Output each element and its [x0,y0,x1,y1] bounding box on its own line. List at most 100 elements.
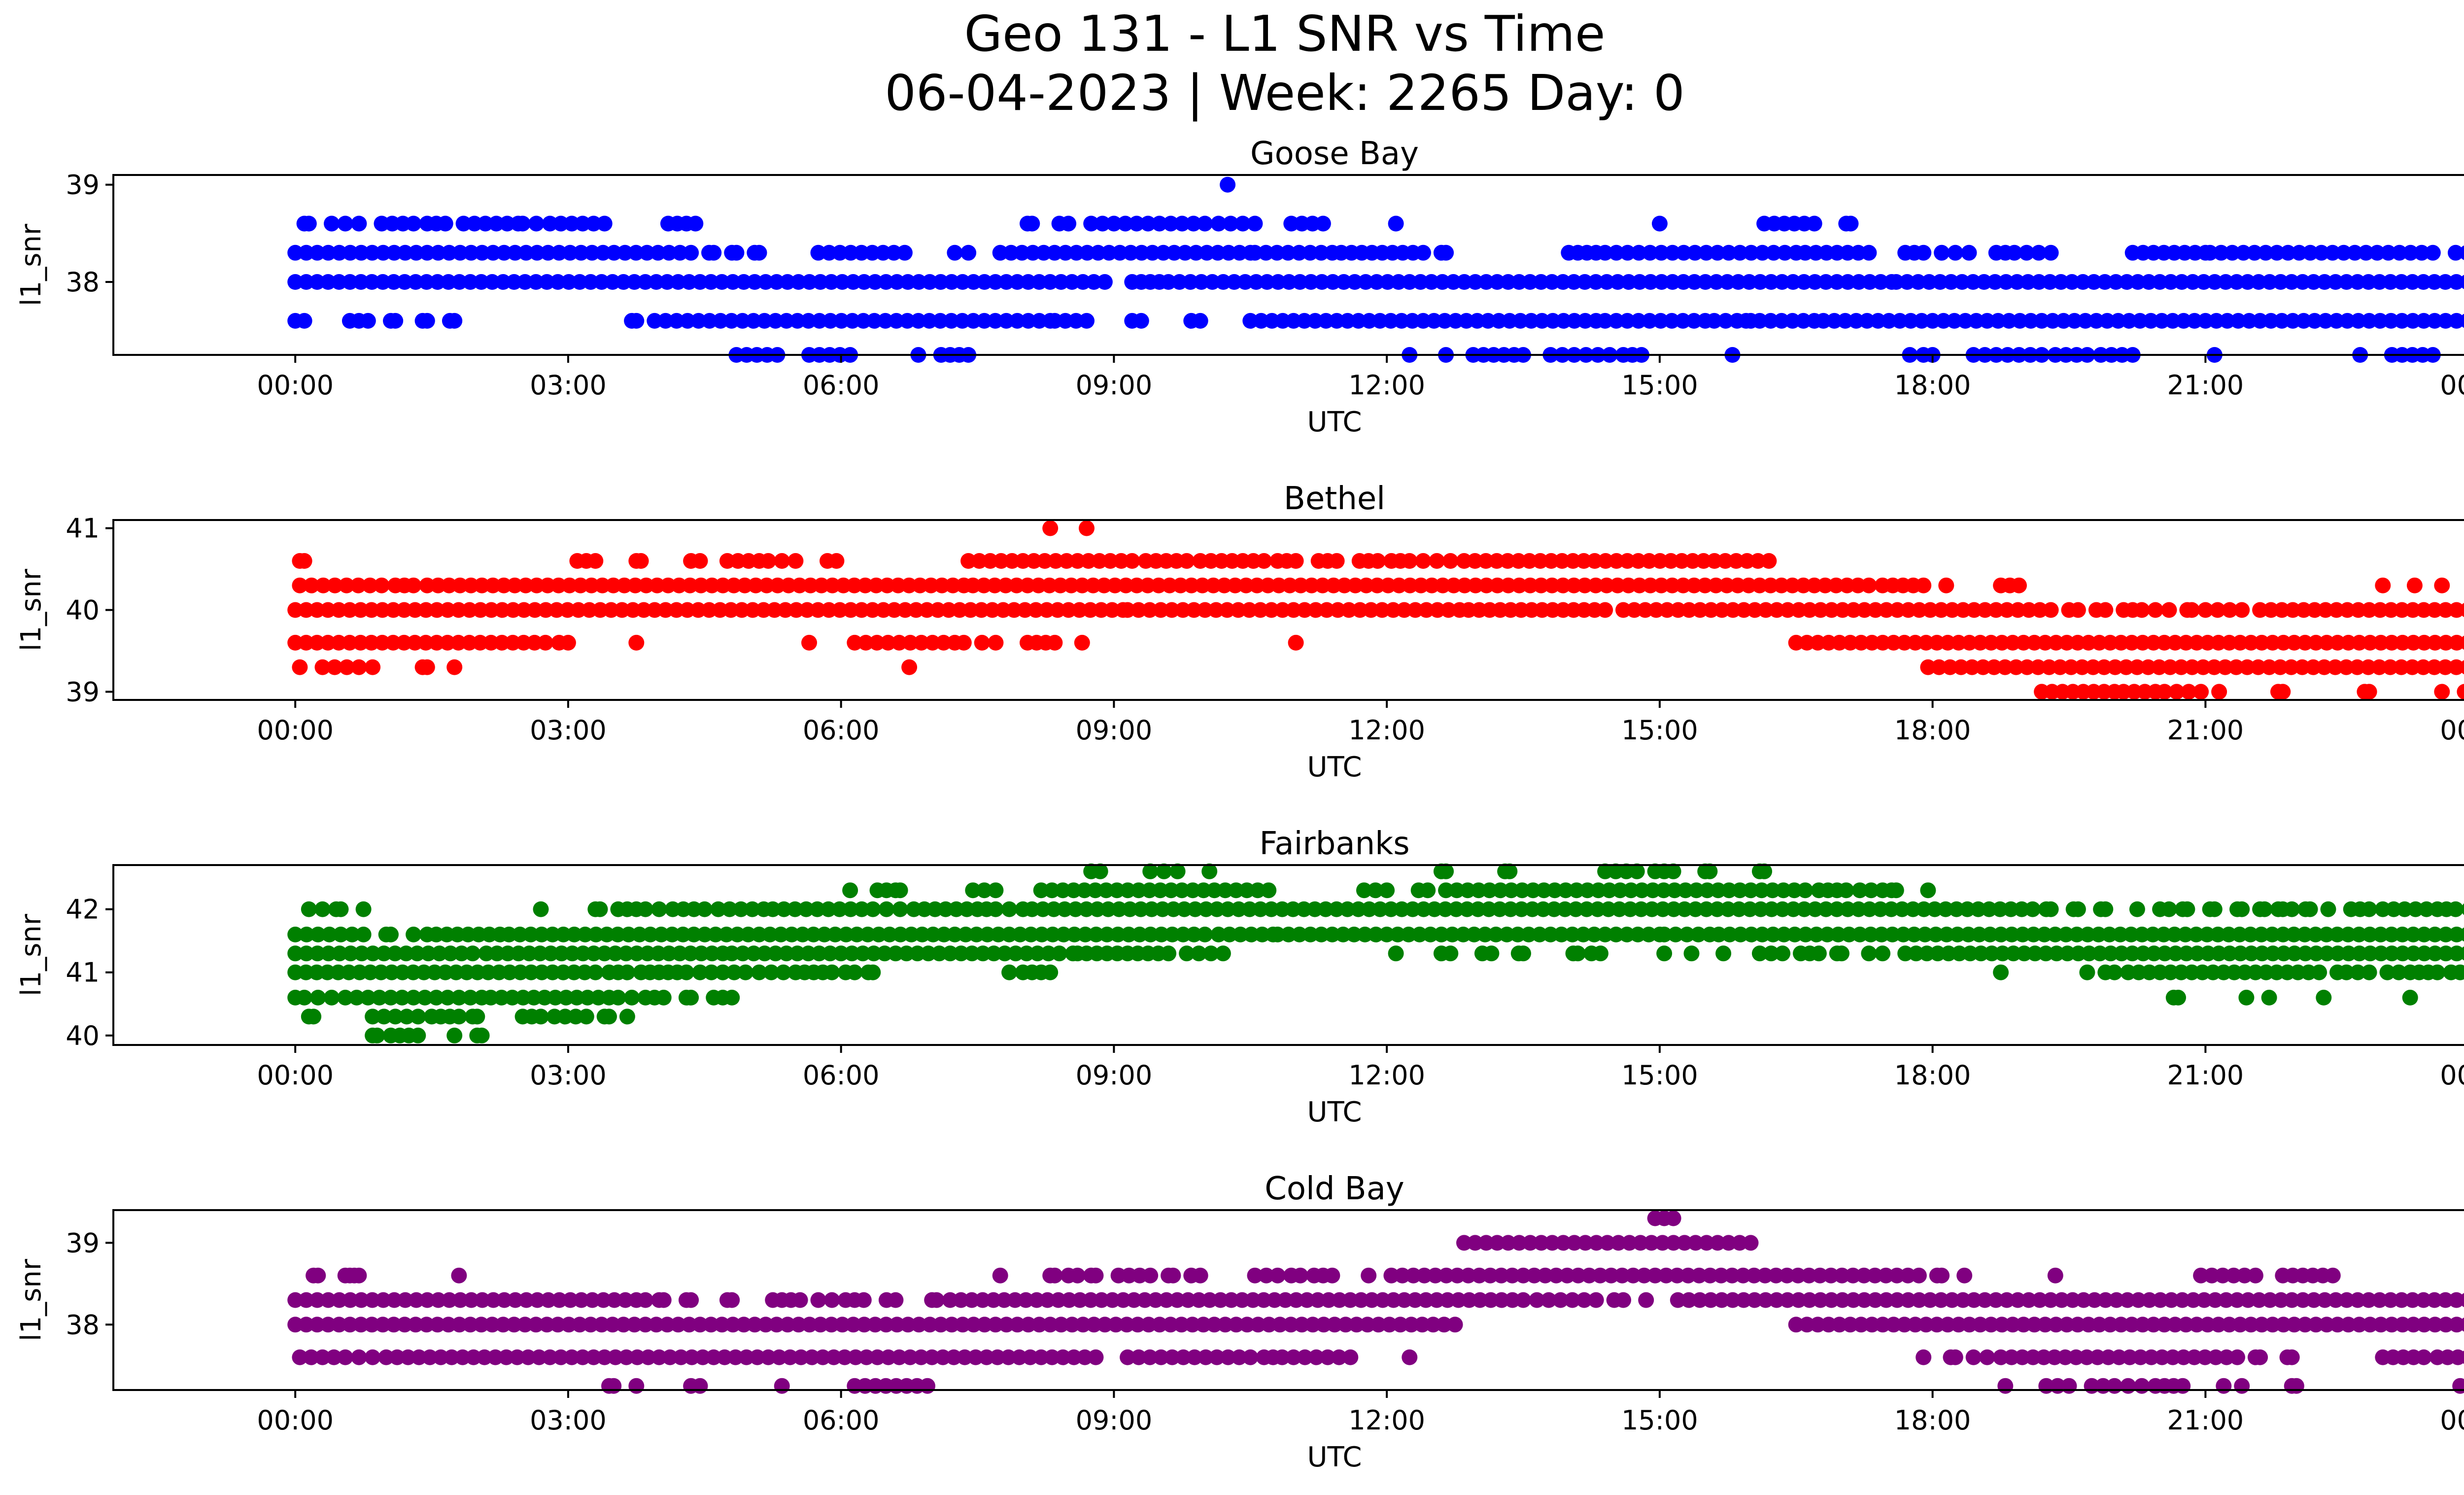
data-point [1637,602,1653,618]
data-point [1402,577,1418,593]
data-point [1171,274,1188,290]
data-point [745,602,761,618]
data-point [397,244,413,261]
data-point [320,1317,336,1333]
data-point [1706,313,1722,329]
data-point [1348,1317,1365,1333]
data-point [1703,1292,1719,1308]
data-point [550,577,567,593]
data-point [638,577,654,593]
data-point [1260,577,1276,593]
y-tick-label: 42 [66,894,100,925]
data-point [766,602,783,618]
data-point [2438,634,2454,651]
data-point [1088,926,1104,942]
data-point [2438,926,2454,942]
data-point [2187,313,2203,329]
data-point [1861,901,1878,917]
data-point [1590,882,1607,899]
data-point [1863,926,1879,942]
data-point [1023,926,1039,942]
data-point [747,274,763,290]
data-point [1796,274,1812,290]
data-point [900,1317,916,1333]
data-point [1509,926,1526,942]
data-point [1402,553,1418,569]
data-point [2306,602,2323,618]
data-point [2252,313,2268,329]
data-point [298,634,314,651]
data-point [2340,1317,2357,1333]
data-point [2308,1317,2324,1333]
data-point [1521,926,1537,942]
data-point [2102,1317,2118,1333]
x-tick-label: 21:00 [2167,370,2244,401]
data-point [605,577,621,593]
data-point [1017,602,1033,618]
data-point [1801,1267,1817,1284]
data-point [1481,901,1497,917]
data-point [588,926,604,942]
data-point [484,274,500,290]
data-point [2383,1292,2399,1308]
data-point [1861,945,1877,962]
data-point [505,634,521,651]
data-point [945,577,961,593]
data-point [1418,602,1435,618]
x-tick-label: 12:00 [1348,1405,1425,1436]
data-point [1209,901,1225,917]
data-point [2206,901,2223,917]
data-point [309,945,326,962]
data-point [2195,274,2212,290]
data-point [1933,602,1950,618]
data-point [637,274,653,290]
data-point [865,964,881,980]
data-point [542,215,558,232]
data-point [1269,926,1286,942]
data-point [1944,1292,1960,1308]
data-point [472,634,488,651]
data-point [944,274,960,290]
data-point [2427,945,2443,962]
data-point [1232,244,1248,261]
data-point [736,274,752,290]
data-point [1111,901,1127,917]
data-point [2308,634,2324,651]
data-point [2023,313,2039,329]
data-point [1846,602,1862,618]
data-point [1456,274,1472,290]
data-point [1677,1235,1693,1251]
data-point [2027,945,2043,962]
data-point [1083,215,1099,232]
data-point [871,926,887,942]
data-point [1459,901,1475,917]
data-point [1719,274,1736,290]
data-point [1191,945,1207,962]
data-point [2426,659,2442,675]
data-point [394,989,410,1006]
scatter-points [287,863,2464,1043]
data-point [1471,882,1487,899]
data-point [768,274,785,290]
data-point [1264,313,1280,329]
data-point [1079,520,1095,536]
data-point [1758,602,1774,618]
data-point [2025,926,2042,942]
data-point [1172,577,1189,593]
data-point [376,945,392,962]
data-point [397,1317,413,1333]
data-point [2197,313,2214,329]
data-point [593,1317,610,1333]
data-point [1608,553,1625,569]
data-point [1053,1317,1069,1333]
data-point [2394,602,2410,618]
data-point [2252,602,2268,618]
data-point [2274,313,2290,329]
data-point [1938,577,1954,593]
data-point [2232,945,2249,962]
data-point [1680,1267,1696,1284]
data-point [1867,1292,1883,1308]
data-point [2434,577,2450,593]
data-point [1983,634,1999,651]
data-point [1850,577,1866,593]
